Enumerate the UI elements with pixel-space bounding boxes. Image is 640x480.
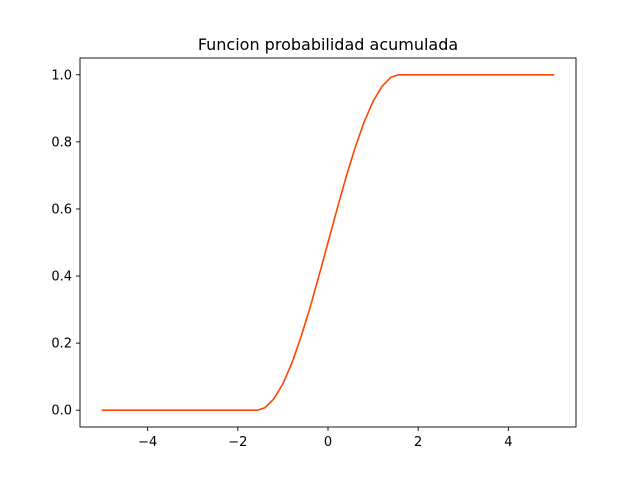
y-tick-label: 0.0 <box>51 404 72 419</box>
y-tick-label: 0.2 <box>51 337 72 352</box>
x-tick-label: 2 <box>414 435 422 450</box>
x-tick-label: 0 <box>324 435 332 450</box>
chart-title: Funcion probabilidad acumulada <box>198 35 458 54</box>
x-tick-label: −4 <box>138 435 157 450</box>
x-tick-label: −2 <box>228 435 247 450</box>
x-tick-label: 4 <box>504 435 512 450</box>
y-tick-label: 0.4 <box>51 270 72 285</box>
y-tick-label: 0.8 <box>51 135 72 150</box>
y-tick-label: 1.0 <box>51 68 72 83</box>
series-line-0 <box>101 73 555 412</box>
y-tick-label: 0.6 <box>51 202 72 217</box>
plot-area: −4 −2 0 2 4 0.0 0.2 0.4 0.6 0.8 1.0 <box>51 57 577 450</box>
